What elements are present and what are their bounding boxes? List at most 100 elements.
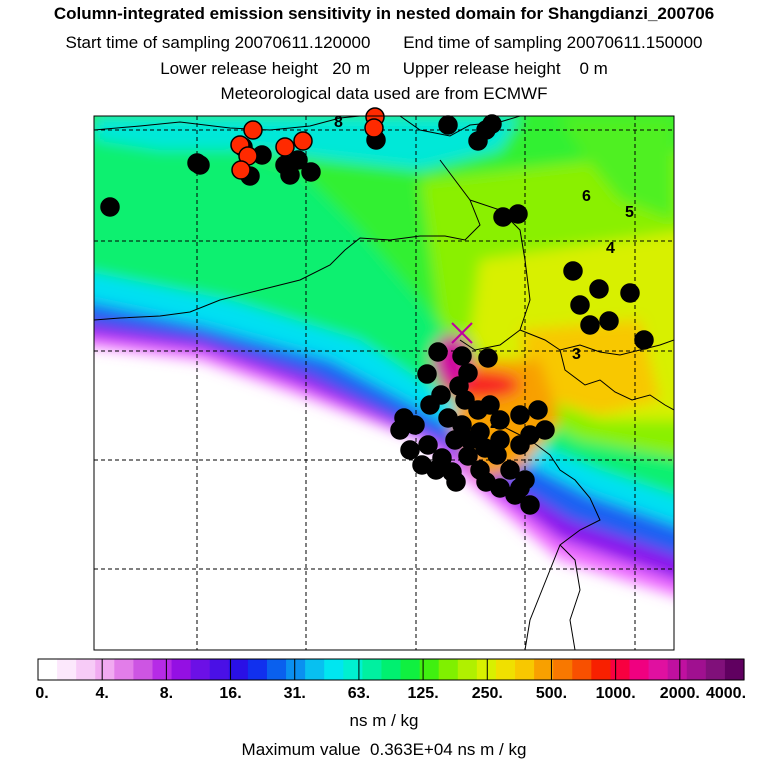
colorbar-swatch <box>476 659 497 680</box>
colorbar-tick-label: 500. <box>535 685 568 702</box>
colorbar-tick-label: 2000. <box>659 685 700 702</box>
colorbar-tick-label: 63. <box>347 685 371 702</box>
fire-marker-black <box>432 448 452 468</box>
colorbar <box>37 658 745 681</box>
fire-marker-black <box>475 438 495 458</box>
fire-marker-black <box>446 472 466 492</box>
fire-marker-black <box>190 155 210 175</box>
colorbar-swatch <box>305 659 325 680</box>
colorbar-swatch <box>209 659 230 680</box>
map-field <box>94 116 674 650</box>
colorbar-swatch <box>495 659 516 680</box>
fire-marker-black <box>490 410 510 430</box>
colorbar-swatch <box>171 659 192 680</box>
colorbar-swatch <box>57 659 77 680</box>
fire-marker-black <box>476 120 496 140</box>
fire-marker-black <box>570 295 590 315</box>
colorbar-swatch <box>610 659 631 680</box>
colorbar-tick-label: 0. <box>35 685 49 702</box>
fire-marker-black <box>480 395 500 415</box>
fire-marker-black <box>620 283 640 303</box>
colorbar-swatch <box>228 659 249 680</box>
colorbar-swatch <box>648 659 669 680</box>
colorbar-swatch <box>95 659 115 680</box>
grid-lines <box>94 116 674 650</box>
fire-marker-black <box>100 197 120 217</box>
fire-marker-black <box>400 440 420 460</box>
colorbar-swatch <box>457 659 478 680</box>
colorbar-swatch <box>324 659 344 680</box>
fire-marker-black <box>520 495 540 515</box>
map-title: Column-integrated emission sensitivity i… <box>53 4 715 23</box>
fire-marker-black <box>510 405 530 425</box>
fire-marker-black <box>390 420 410 440</box>
colorbar-swatch <box>190 659 211 680</box>
fire-marker-black <box>580 315 600 335</box>
colorbar-tick-label: 16. <box>219 685 242 702</box>
fire-marker-red <box>293 131 313 151</box>
colorbar-unit: ns m / kg <box>349 711 419 730</box>
fire-marker-black <box>445 430 465 450</box>
colorbar-swatch <box>38 659 58 680</box>
colorbar-swatch <box>515 659 535 680</box>
colorbar-swatch <box>362 659 383 680</box>
colorbar-swatch <box>553 659 573 680</box>
fire-marker-black <box>288 150 308 170</box>
zone-label-3: 3 <box>572 346 581 363</box>
colorbar-swatch <box>76 659 96 680</box>
colorbar-tick-label: 250. <box>471 685 503 702</box>
colorbar-swatch <box>438 659 459 680</box>
colorbar-tick-label: 125. <box>407 685 439 702</box>
fire-marker-black <box>589 279 609 299</box>
colorbar-swatch <box>400 659 421 680</box>
zone-label-6: 6 <box>582 188 591 205</box>
fire-marker-black <box>438 115 458 135</box>
colorbar-swatch <box>266 659 287 680</box>
end-time-label: End time of sampling 20070611.150000 <box>403 33 703 52</box>
fire-marker-red <box>231 160 251 180</box>
upper-height-label: Upper release height 0 m <box>402 59 608 78</box>
colorbar-tick-label: 31. <box>283 685 306 702</box>
colorbar-swatch <box>705 659 726 680</box>
colorbar-swatch <box>114 659 134 680</box>
colorbar-swatch <box>724 659 745 680</box>
colorbar-swatch <box>667 659 688 680</box>
fire-marker-black <box>500 460 520 480</box>
release-heights: Lower release height 20 m Upper release … <box>0 59 768 79</box>
fire-marker-black <box>510 435 530 455</box>
fire-marker-black <box>510 478 530 498</box>
fire-marker-black <box>301 162 321 182</box>
fire-marker-black <box>528 400 548 420</box>
colorbar-tick-label: 8. <box>159 685 174 702</box>
lower-height-label: Lower release height 20 m <box>160 59 370 78</box>
fire-marker-black <box>490 430 510 450</box>
fire-marker-black <box>599 311 619 331</box>
zone-label-5: 5 <box>625 204 634 221</box>
station-marker <box>451 322 473 344</box>
fire-marker-black <box>417 364 437 384</box>
colorbar-swatch <box>419 659 440 680</box>
fire-marker-black <box>418 435 438 455</box>
fire-marker-black <box>428 342 448 362</box>
fire-marker-black <box>508 204 528 224</box>
colorbar-swatch <box>572 659 592 680</box>
fire-marker-red <box>275 137 295 157</box>
zone-label-4: 4 <box>606 240 615 257</box>
colorbar-swatch <box>686 659 707 680</box>
colorbar-swatch <box>133 659 154 680</box>
fire-marker-black <box>634 330 654 350</box>
sampling-times: Start time of sampling 20070611.120000 E… <box>0 33 768 53</box>
colorbar-tick-label: 4. <box>95 685 109 702</box>
zone-label-8: 8 <box>334 114 343 131</box>
zone-label-2: 2 <box>490 415 499 432</box>
max-value-label: Maximum value 0.363E+04 ns m / kg <box>241 740 527 759</box>
fire-marker-black <box>455 390 475 410</box>
colorbar-swatch <box>343 659 363 680</box>
fire-marker-black <box>452 346 472 366</box>
fire-marker-black <box>563 261 583 281</box>
colorbar-swatch <box>629 659 650 680</box>
fire-marker-black <box>478 348 498 368</box>
colorbar-swatch <box>381 659 402 680</box>
colorbar-tick-label: 1000. <box>595 685 636 702</box>
